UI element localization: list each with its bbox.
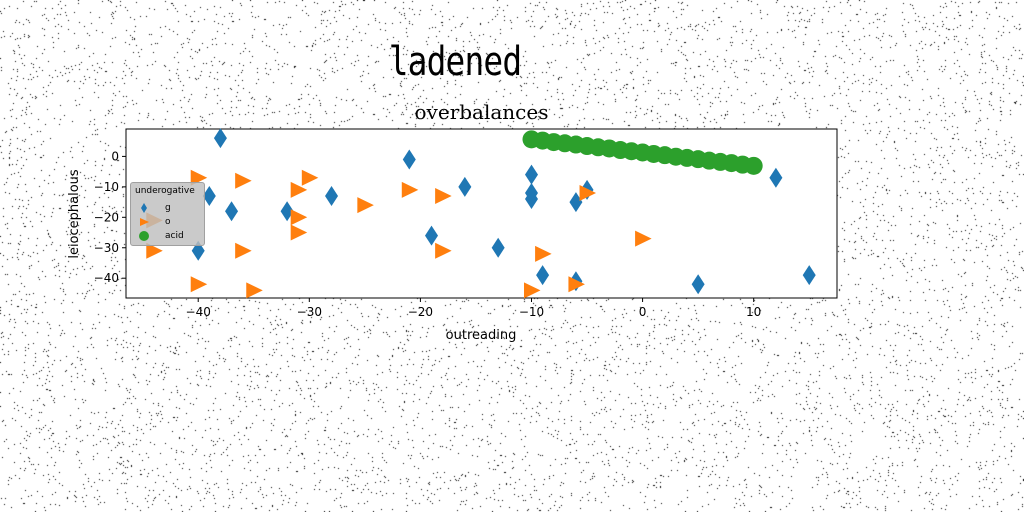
x-tick-label: −20 bbox=[408, 305, 433, 319]
point-g bbox=[202, 185, 216, 206]
point-g bbox=[769, 167, 783, 188]
point-o bbox=[290, 209, 308, 226]
point-g bbox=[691, 274, 705, 295]
point-acid bbox=[744, 156, 763, 175]
x-tick-label: −10 bbox=[519, 305, 544, 319]
point-o bbox=[246, 282, 263, 299]
legend-label-o: o bbox=[165, 217, 171, 227]
y-axis-label: leiocephalous bbox=[67, 169, 82, 259]
y-tick-label: −10 bbox=[94, 180, 119, 194]
point-g bbox=[425, 225, 439, 246]
data-marks bbox=[146, 128, 816, 299]
point-o bbox=[523, 282, 541, 299]
point-g bbox=[402, 149, 416, 170]
point-o bbox=[435, 187, 452, 204]
x-tick-label: −30 bbox=[297, 305, 322, 319]
point-g bbox=[325, 185, 339, 206]
point-o bbox=[579, 184, 597, 201]
legend-marker-triangle-icon bbox=[131, 216, 157, 228]
figure-suptitle: ladened bbox=[388, 39, 522, 85]
legend-item-acid: acid bbox=[131, 230, 184, 242]
point-o bbox=[190, 169, 208, 186]
legend-item-g: g bbox=[131, 202, 171, 214]
point-g bbox=[569, 192, 583, 213]
point-g bbox=[491, 237, 505, 258]
x-tick-label: 10 bbox=[746, 305, 761, 319]
point-o bbox=[290, 181, 308, 198]
point-o bbox=[635, 230, 652, 247]
legend-marker-diamond-icon bbox=[131, 202, 157, 214]
y-tick-label: −30 bbox=[94, 241, 119, 255]
axis-ticks: −40 −30 −20 −10 0 10 0 −10 −20 −30 −40 bbox=[94, 149, 762, 319]
point-o bbox=[435, 242, 452, 259]
x-tick-label: 0 bbox=[639, 305, 647, 319]
point-o bbox=[357, 197, 374, 214]
point-o bbox=[146, 242, 163, 259]
legend-label-g: g bbox=[165, 203, 171, 213]
point-o bbox=[190, 276, 208, 293]
point-g bbox=[524, 164, 538, 185]
point-o bbox=[290, 224, 308, 241]
point-g bbox=[280, 201, 294, 222]
legend-marker-circle-icon bbox=[131, 230, 157, 242]
point-o bbox=[235, 172, 252, 189]
y-tick-label: 0 bbox=[111, 149, 119, 163]
legend-item-o: o bbox=[131, 216, 171, 228]
x-axis-label: outreading bbox=[446, 328, 517, 343]
y-tick-label: −40 bbox=[94, 271, 119, 285]
point-g bbox=[802, 265, 816, 286]
point-o bbox=[235, 242, 252, 259]
point-g bbox=[524, 189, 538, 210]
chart-title: overbalances bbox=[414, 100, 549, 124]
x-tick-label: −40 bbox=[186, 305, 211, 319]
point-g bbox=[536, 265, 550, 286]
point-o bbox=[301, 169, 319, 186]
legend-label-acid: acid bbox=[165, 231, 184, 241]
legend: underogative g o acid bbox=[130, 182, 205, 246]
point-g bbox=[225, 201, 239, 222]
y-tick-label: −20 bbox=[94, 210, 119, 224]
point-o bbox=[535, 245, 552, 262]
point-g bbox=[458, 176, 472, 197]
point-o bbox=[401, 181, 419, 198]
legend-title: underogative bbox=[135, 186, 195, 196]
point-o bbox=[568, 276, 585, 293]
point-g bbox=[213, 128, 227, 149]
